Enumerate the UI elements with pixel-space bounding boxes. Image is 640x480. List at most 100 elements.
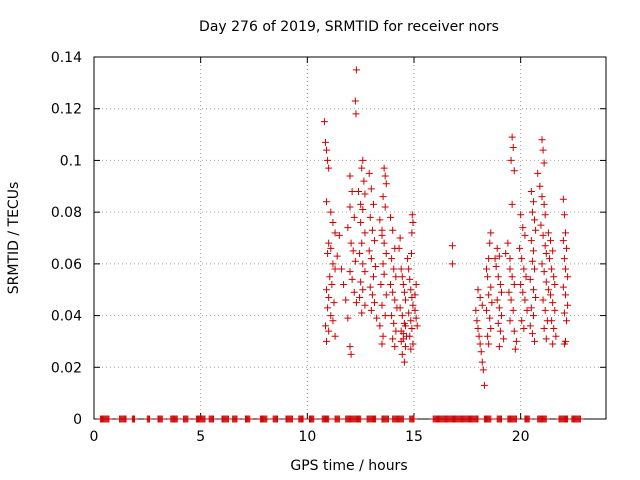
data-point <box>541 242 549 250</box>
data-point <box>523 306 531 314</box>
data-point <box>536 182 544 190</box>
data-point <box>483 265 491 273</box>
data-point <box>376 322 384 330</box>
zero-point <box>474 415 482 423</box>
data-point <box>400 288 408 296</box>
data-point <box>511 345 519 353</box>
data-point <box>542 335 550 343</box>
data-point <box>361 268 369 276</box>
data-point <box>348 275 356 283</box>
zero-point <box>145 415 153 423</box>
data-point <box>474 286 482 294</box>
data-point <box>378 226 386 234</box>
data-point <box>398 273 406 281</box>
data-point <box>540 200 548 208</box>
data-point <box>329 218 337 226</box>
data-point <box>391 296 399 304</box>
zero-point <box>122 415 130 423</box>
data-point <box>367 255 375 263</box>
data-point <box>382 250 390 258</box>
data-point <box>519 224 527 232</box>
data-point <box>407 317 415 325</box>
data-point <box>359 156 367 164</box>
data-point <box>518 317 526 325</box>
data-point <box>325 327 333 335</box>
data-point <box>406 275 414 283</box>
zero-point <box>325 415 333 423</box>
data-point <box>529 198 537 206</box>
data-point <box>380 270 388 278</box>
data-point <box>534 169 542 177</box>
data-point <box>346 268 354 276</box>
data-point <box>521 231 529 239</box>
data-point <box>552 332 560 340</box>
x-tick-label: 10 <box>298 429 316 445</box>
zero-point <box>335 415 343 423</box>
data-point <box>476 340 484 348</box>
data-point <box>549 299 557 307</box>
zero-point <box>158 415 166 423</box>
zero-point <box>410 415 418 423</box>
data-point <box>397 265 405 273</box>
data-point <box>544 229 552 237</box>
zero-point <box>288 415 296 423</box>
data-point <box>560 211 568 219</box>
data-point <box>406 332 414 340</box>
data-point <box>493 296 501 304</box>
data-point <box>329 317 337 325</box>
data-point <box>521 296 529 304</box>
data-point <box>350 213 358 221</box>
data-point <box>551 281 559 289</box>
data-point <box>540 325 548 332</box>
data-point <box>547 237 555 245</box>
data-point <box>396 234 404 242</box>
data-point <box>537 221 545 229</box>
data-point <box>369 200 377 208</box>
data-point <box>507 156 515 164</box>
data-point <box>539 296 547 304</box>
data-point <box>347 350 355 358</box>
data-point <box>413 322 421 330</box>
data-point <box>357 218 365 226</box>
data-point <box>528 208 536 216</box>
data-point <box>529 312 537 320</box>
data-point <box>550 325 558 332</box>
data-point <box>563 317 571 325</box>
data-point <box>409 340 417 348</box>
x-tick-label: 15 <box>405 429 423 445</box>
data-point <box>398 312 406 320</box>
data-point <box>500 335 508 343</box>
data-point <box>352 299 360 307</box>
data-point <box>379 193 387 201</box>
data-point <box>472 306 480 314</box>
data-point <box>361 229 369 237</box>
y-tick-label: 0.12 <box>51 102 82 118</box>
data-point <box>365 169 373 177</box>
data-point <box>497 288 505 296</box>
data-point <box>392 273 400 281</box>
data-point <box>540 268 548 276</box>
data-point <box>368 226 376 234</box>
data-point <box>496 281 504 289</box>
zero-point <box>542 415 550 423</box>
data-point <box>507 296 515 304</box>
data-point <box>401 343 409 351</box>
data-point <box>371 237 379 245</box>
data-point <box>531 337 539 345</box>
data-point <box>495 252 503 260</box>
data-point <box>529 286 537 294</box>
data-point <box>381 172 389 180</box>
data-point <box>389 335 397 343</box>
data-point <box>448 260 456 268</box>
data-point <box>559 283 567 291</box>
data-point <box>368 291 376 299</box>
data-point <box>480 381 488 389</box>
data-point <box>359 260 367 268</box>
data-point <box>380 164 388 172</box>
data-point <box>520 325 528 332</box>
data-point <box>485 340 493 348</box>
data-point <box>540 159 548 167</box>
data-point <box>389 226 397 234</box>
data-point <box>519 288 527 296</box>
